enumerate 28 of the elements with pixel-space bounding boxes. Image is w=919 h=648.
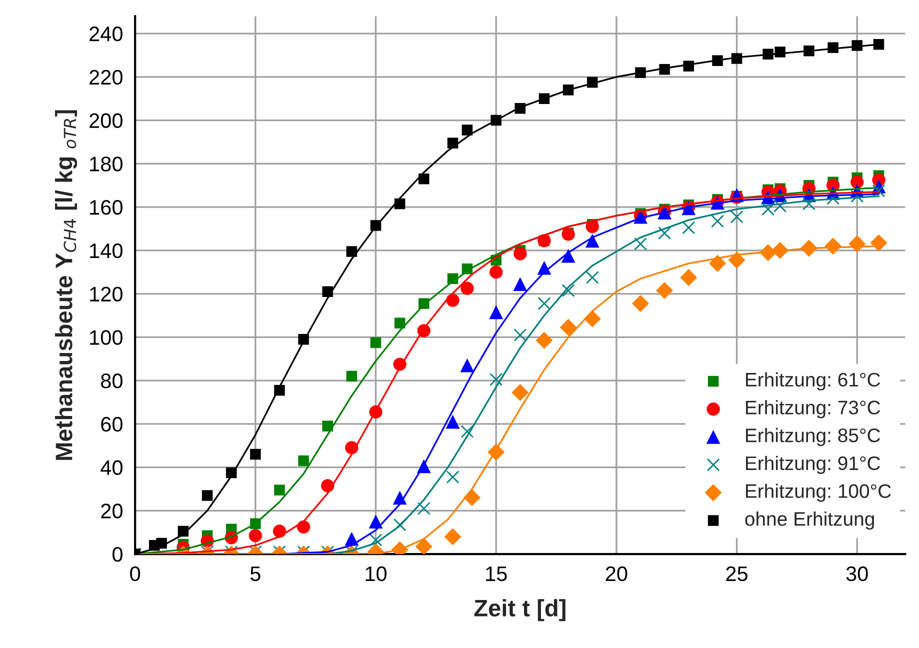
x-tick-label: 5 (250, 566, 260, 582)
legend-label: Erhitzung: 73°C (746, 400, 880, 418)
y-axis-title: Methanausbeute Y$_{CH4}$ [l/ kg $_{oTR}$] (54, 110, 78, 460)
y-tick-label: 80 (101, 374, 122, 388)
y-tick-label: 120 (90, 286, 122, 302)
legend-label: ohne Erhitzung (745, 512, 874, 530)
x-tick-label: 10 (366, 566, 387, 582)
y-tick-label: 240 (90, 26, 122, 42)
x-tick-label: 25 (726, 566, 748, 582)
x-tick-label: 20 (606, 566, 628, 582)
y-tick-label: 140 (90, 243, 122, 258)
legend-label: Erhitzung: 85°C (746, 428, 880, 446)
x-axis-title: Zeit t [d] (474, 599, 566, 622)
x-tick-label: 15 (486, 566, 507, 582)
y-tick-label: 220 (90, 70, 122, 85)
y-tick-label: 0 (112, 547, 122, 562)
y-tick-label: 100 (90, 330, 122, 345)
legend-label: Erhitzung: 100°C (746, 484, 891, 502)
y-tick-label: 40 (100, 460, 122, 476)
y-tick-label: 160 (90, 200, 122, 215)
y-tick-label: 200 (90, 113, 122, 128)
legend-label: Erhitzung: 61°C (746, 372, 880, 390)
y-tick-label: 60 (101, 416, 122, 432)
x-tick-label: 0 (130, 566, 140, 582)
y-tick-label: 20 (101, 504, 122, 518)
legend-label: Erhitzung: 91°C (746, 456, 880, 474)
x-tick-label: 30 (846, 566, 868, 582)
y-tick-label: 180 (90, 156, 122, 172)
